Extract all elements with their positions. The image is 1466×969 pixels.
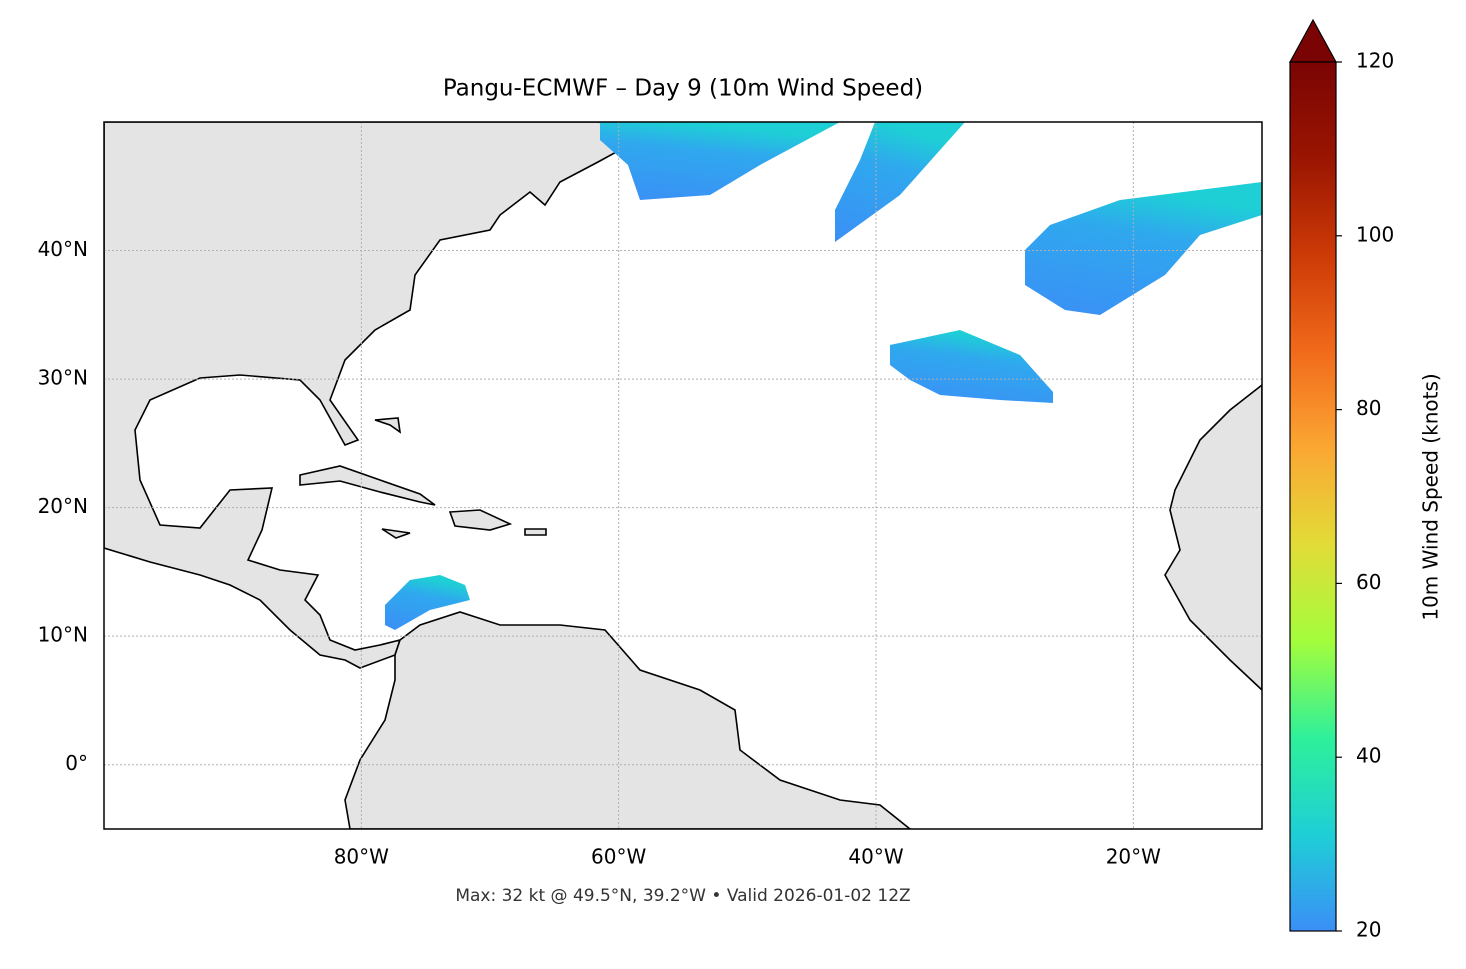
wind-area xyxy=(600,122,840,200)
x-tick-label: 40°W xyxy=(848,845,903,869)
wind-area xyxy=(890,330,1053,403)
colorbar-scale xyxy=(1289,61,1337,932)
colorbar-tick-label: 80 xyxy=(1356,396,1381,420)
y-tick-label: 10°N xyxy=(38,623,88,647)
gridlines xyxy=(104,122,1262,829)
y-tick-label: 20°N xyxy=(38,494,88,518)
y-tick-label: 0° xyxy=(65,751,88,775)
subtitle: Max: 32 kt @ 49.5°N, 39.2°W • Valid 2026… xyxy=(455,886,910,906)
colorbar: 20 40 60 80 100 120 xyxy=(1288,18,1394,942)
x-tick-label: 60°W xyxy=(591,845,646,869)
colorbar-tick-label: 20 xyxy=(1356,918,1381,942)
chart-title: Pangu-ECMWF – Day 9 (10m Wind Speed) xyxy=(443,76,923,102)
wind-area xyxy=(385,575,470,630)
colorbar-extend xyxy=(1288,18,1338,63)
map-frame xyxy=(103,121,1263,830)
north-america xyxy=(104,122,622,669)
x-tick-label: 80°W xyxy=(334,845,389,869)
colorbar-tick-label: 40 xyxy=(1356,744,1381,768)
map xyxy=(104,122,1262,829)
colorbar-tick-label: 120 xyxy=(1356,49,1394,73)
y-tick-label: 40°N xyxy=(38,237,88,261)
hispaniola xyxy=(448,509,513,531)
south-america xyxy=(344,611,912,829)
colorbar-tick-label: 60 xyxy=(1356,570,1381,594)
africa xyxy=(1164,383,1262,692)
colorbar-tick-label: 100 xyxy=(1356,222,1394,246)
puerto-rico xyxy=(524,528,547,536)
x-tick-label: 20°W xyxy=(1106,845,1161,869)
bahamas xyxy=(374,417,402,434)
wind-area xyxy=(1025,182,1262,315)
y-tick-label: 30°N xyxy=(38,366,88,390)
wind-area xyxy=(835,122,965,242)
wind-field xyxy=(385,122,1262,630)
cuba xyxy=(299,465,436,506)
colorbar-label: 10m Wind Speed (knots) xyxy=(1419,373,1443,620)
jamaica xyxy=(381,528,411,539)
